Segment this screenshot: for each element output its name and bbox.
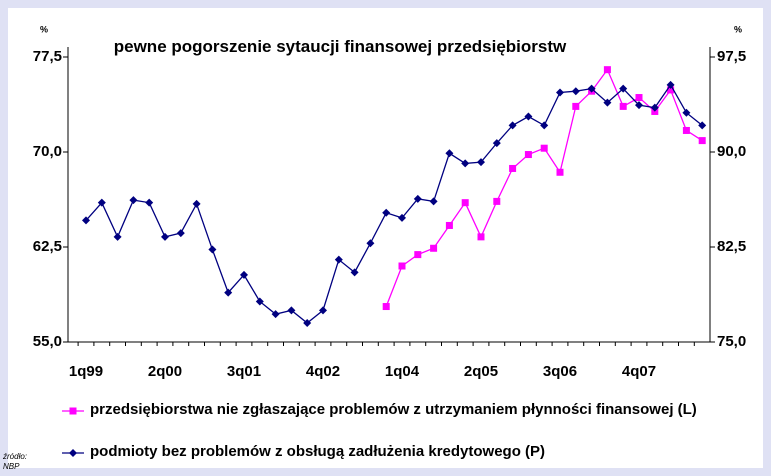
point — [635, 94, 643, 102]
point — [287, 306, 296, 315]
point — [414, 251, 422, 259]
panel — [8, 8, 763, 468]
point — [82, 216, 90, 225]
x-tick-label: 1q99 — [69, 363, 103, 380]
series-line — [85, 83, 703, 324]
point — [461, 199, 469, 207]
x-tick-label: 4q07 — [622, 363, 656, 380]
point — [224, 288, 233, 297]
point — [69, 407, 77, 415]
point — [145, 198, 154, 207]
y2-tick-label: 75,0 — [717, 333, 746, 350]
y-tick-label: 62,5 — [33, 238, 62, 255]
point — [240, 270, 248, 279]
x-tick-label: 3q01 — [227, 363, 261, 380]
x-tick-label: 4q02 — [306, 363, 340, 380]
point — [176, 229, 185, 238]
point — [619, 84, 628, 93]
point — [556, 88, 564, 97]
point — [572, 102, 580, 110]
x-tick-label: 2q05 — [464, 363, 498, 380]
point — [682, 126, 690, 134]
point — [477, 158, 485, 167]
point — [69, 449, 77, 457]
point — [97, 198, 106, 207]
point — [698, 121, 707, 130]
point — [509, 164, 517, 172]
x-tick-label: 2q00 — [148, 363, 182, 380]
x-tick-label: 1q04 — [385, 363, 420, 380]
chart-title: pewne pogorszenie sytaucji finansowej pr… — [113, 37, 567, 56]
point — [524, 151, 532, 159]
source-note: źródło: NBP — [3, 452, 28, 471]
point — [508, 121, 517, 130]
point — [556, 168, 564, 176]
point — [650, 103, 659, 112]
y2-tick-label: 90,0 — [717, 143, 746, 160]
point — [192, 199, 201, 208]
point — [603, 98, 612, 107]
point — [666, 80, 675, 89]
y-tick-label: 70,0 — [33, 143, 62, 160]
point — [619, 102, 627, 110]
point — [603, 66, 611, 74]
point — [571, 87, 580, 96]
point — [667, 86, 675, 94]
point — [635, 101, 643, 110]
point — [540, 121, 549, 130]
point — [319, 306, 327, 315]
point — [350, 268, 359, 277]
point — [430, 244, 438, 252]
point — [493, 197, 501, 205]
point — [524, 112, 533, 121]
point — [255, 297, 264, 306]
point — [445, 149, 454, 158]
point — [398, 213, 406, 222]
point — [382, 303, 390, 311]
x-tick-label: 3q06 — [543, 363, 577, 380]
point — [398, 262, 406, 270]
legend-label: podmioty bez problemów z obsługą zadłuże… — [90, 443, 546, 460]
point — [366, 239, 375, 248]
point — [698, 137, 706, 145]
point — [129, 196, 138, 205]
point — [492, 139, 501, 148]
point — [445, 221, 453, 229]
point — [334, 255, 343, 264]
y-tick-label: 77,5 — [33, 48, 62, 65]
point — [682, 108, 691, 117]
point — [303, 319, 312, 327]
legend-label: przedsiębiorstwa nie zgłaszające problem… — [90, 401, 697, 418]
y-tick-label: 55,0 — [33, 333, 62, 350]
point — [208, 245, 217, 254]
y2-axis-label: % — [734, 24, 742, 34]
y2-tick-label: 97,5 — [717, 48, 746, 65]
point — [413, 194, 422, 203]
point — [271, 310, 280, 319]
point — [161, 232, 169, 241]
y-axis-label: % — [40, 24, 48, 34]
y2-tick-label: 82,5 — [717, 238, 746, 255]
point — [540, 144, 548, 152]
point — [113, 232, 122, 241]
point — [587, 84, 596, 93]
point — [477, 233, 485, 241]
point — [382, 208, 391, 217]
point — [429, 197, 438, 206]
point — [461, 159, 470, 168]
